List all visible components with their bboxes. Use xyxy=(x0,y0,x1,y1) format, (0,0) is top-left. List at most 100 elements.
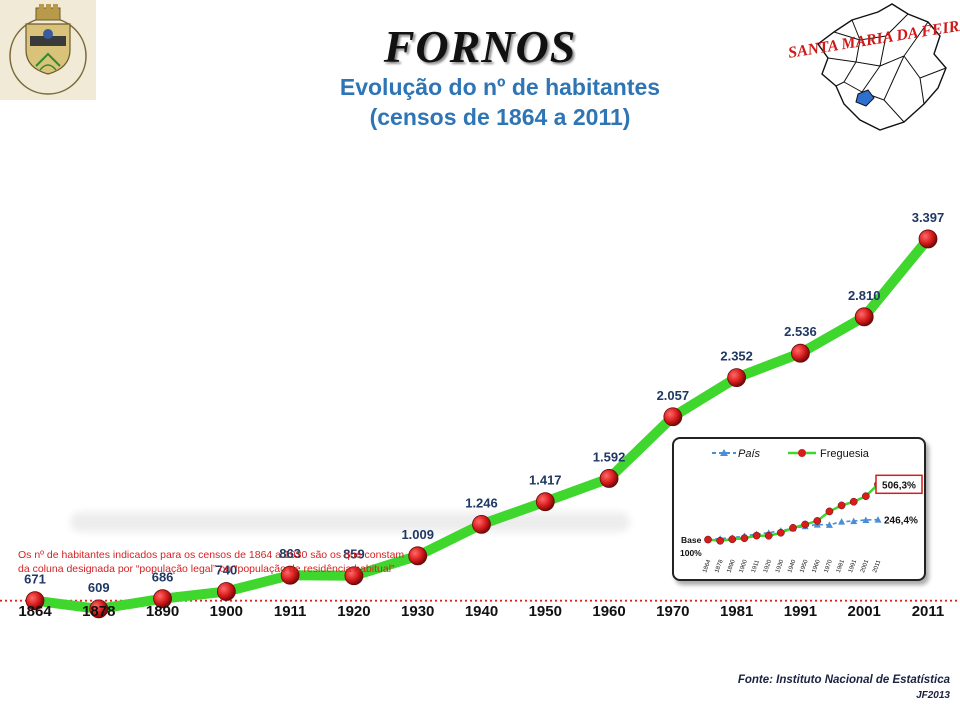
freguesia-end-label: 506,3% xyxy=(882,480,916,491)
legend-pais-label: País xyxy=(738,448,761,460)
pais-point xyxy=(850,517,858,525)
base-annotation-line1: Base xyxy=(681,535,702,545)
growth-index-chart: País Freguesia 1864 1878 1890 1900 1911 1920 193… xyxy=(680,448,923,574)
data-point xyxy=(663,407,683,427)
data-label: 609 xyxy=(88,580,110,595)
chart-subtitle-line2: (censos de 1864 a 2011) xyxy=(369,104,631,130)
census-note-line2: da coluna designada por “população legal… xyxy=(18,563,395,575)
source-credit: Fonte: Instituto Nacional de Estatística xyxy=(737,674,950,686)
freguesia-end-box xyxy=(875,474,923,495)
pais-point xyxy=(825,521,833,528)
data-label: 863 xyxy=(279,546,301,561)
x-tick-label: 1920 xyxy=(337,603,370,620)
freguesia-point xyxy=(813,517,822,525)
freguesia-point xyxy=(740,534,749,543)
data-point xyxy=(599,469,619,488)
freguesia-point xyxy=(862,492,870,501)
chart-subtitle-line1: Evolução do nº de habitantes xyxy=(339,74,661,100)
freguesia-point xyxy=(777,528,785,537)
data-point xyxy=(280,565,300,585)
base-annotation-line2: 100% xyxy=(680,548,702,558)
data-point xyxy=(89,599,109,619)
pais-point xyxy=(838,518,846,525)
census-note-line1: Os nº de habitantes indicados para os ce… xyxy=(18,549,405,561)
data-label: 1.417 xyxy=(529,473,562,488)
inset-x-tick-label: 2011 xyxy=(872,559,882,574)
data-label: 1.246 xyxy=(465,495,498,510)
data-point xyxy=(216,582,236,601)
freguesia-point xyxy=(849,497,858,506)
data-label: 2.536 xyxy=(784,324,817,339)
data-point xyxy=(472,514,491,534)
x-tick-label: 1864 xyxy=(18,603,52,620)
inset-x-tick-label: 1981 xyxy=(836,558,846,573)
data-label: 671 xyxy=(24,572,46,587)
data-label: 2.057 xyxy=(657,388,690,403)
inset-x-tick-label: 1864 xyxy=(702,558,712,573)
data-label: 3.397 xyxy=(912,210,945,225)
x-tick-label: 1890 xyxy=(146,603,179,620)
freguesia-point xyxy=(825,507,834,516)
freguesia-point xyxy=(837,501,846,510)
freguesia-point xyxy=(752,531,761,540)
inset-x-tick-label: 1920 xyxy=(763,558,773,573)
x-tick-label: 1900 xyxy=(210,603,243,620)
author-credit: JF2013 xyxy=(916,690,950,701)
x-tick-label: 2011 xyxy=(912,603,945,620)
coat-of-arms-icon xyxy=(9,4,87,95)
inset-x-tick-label: 1960 xyxy=(812,558,822,573)
growth-index-inset: País Freguesia 1864 1878 1890 1900 1911 1920 193… xyxy=(672,437,926,581)
freguesia-point xyxy=(801,520,809,529)
data-label: 859 xyxy=(343,547,365,562)
freguesia-point xyxy=(716,536,724,545)
freguesia-series-line xyxy=(707,483,879,543)
data-label: 2.352 xyxy=(720,349,753,364)
data-point xyxy=(153,589,172,609)
data-point xyxy=(727,368,747,388)
freguesia-point xyxy=(764,531,773,540)
x-tick-label: 1940 xyxy=(465,603,498,620)
x-tick-label: 1911 xyxy=(274,603,307,620)
data-label: 740 xyxy=(216,563,238,578)
coat-of-arms xyxy=(0,0,96,100)
data-point xyxy=(918,229,938,249)
data-label: 1.009 xyxy=(401,527,434,542)
pais-point xyxy=(874,516,882,523)
data-label: 686 xyxy=(152,570,174,585)
chart-shadow-band xyxy=(70,512,630,532)
x-tick-label: 1878 xyxy=(82,603,115,620)
legend-freguesia-label: Freguesia xyxy=(820,448,870,460)
x-tick-label: 1930 xyxy=(401,603,434,620)
inset-x-tick-label: 1911 xyxy=(751,559,761,574)
pais-point xyxy=(862,516,870,523)
x-tick-label: 2001 xyxy=(848,603,881,620)
x-tick-label: 1950 xyxy=(529,603,562,620)
legend-pais-marker xyxy=(720,449,728,456)
pais-end-label: 246,4% xyxy=(884,516,918,527)
data-label: 1.592 xyxy=(593,449,626,464)
inset-x-tick-label: 1950 xyxy=(799,558,809,573)
freguesia-point xyxy=(789,524,797,532)
x-tick-label: 1981 xyxy=(720,603,753,620)
freguesia-point xyxy=(704,535,712,544)
data-point xyxy=(535,492,555,512)
data-point xyxy=(344,566,364,586)
inset-x-tick-label: 1970 xyxy=(824,558,834,573)
census-note: Os nº de habitantes indicados para os ce… xyxy=(18,548,478,576)
inset-x-tick-label: 1991 xyxy=(848,558,858,573)
inset-x-tick-label: 1878 xyxy=(714,558,724,573)
x-tick-label: 1960 xyxy=(592,603,625,620)
x-tick-label: 1970 xyxy=(656,603,689,620)
data-point xyxy=(25,591,45,611)
inset-x-tick-label: 1890 xyxy=(727,558,737,573)
inset-x-tick-label: 2001 xyxy=(860,558,870,573)
data-label: 2.810 xyxy=(848,288,881,303)
inset-x-tick-label: 1900 xyxy=(739,558,749,573)
municipality-map xyxy=(817,3,947,131)
inset-x-tick-label: 1940 xyxy=(787,558,797,573)
data-point xyxy=(854,307,874,327)
legend-freguesia-marker xyxy=(798,449,806,457)
data-point xyxy=(791,343,810,363)
page-title: FORNOS xyxy=(383,21,577,72)
